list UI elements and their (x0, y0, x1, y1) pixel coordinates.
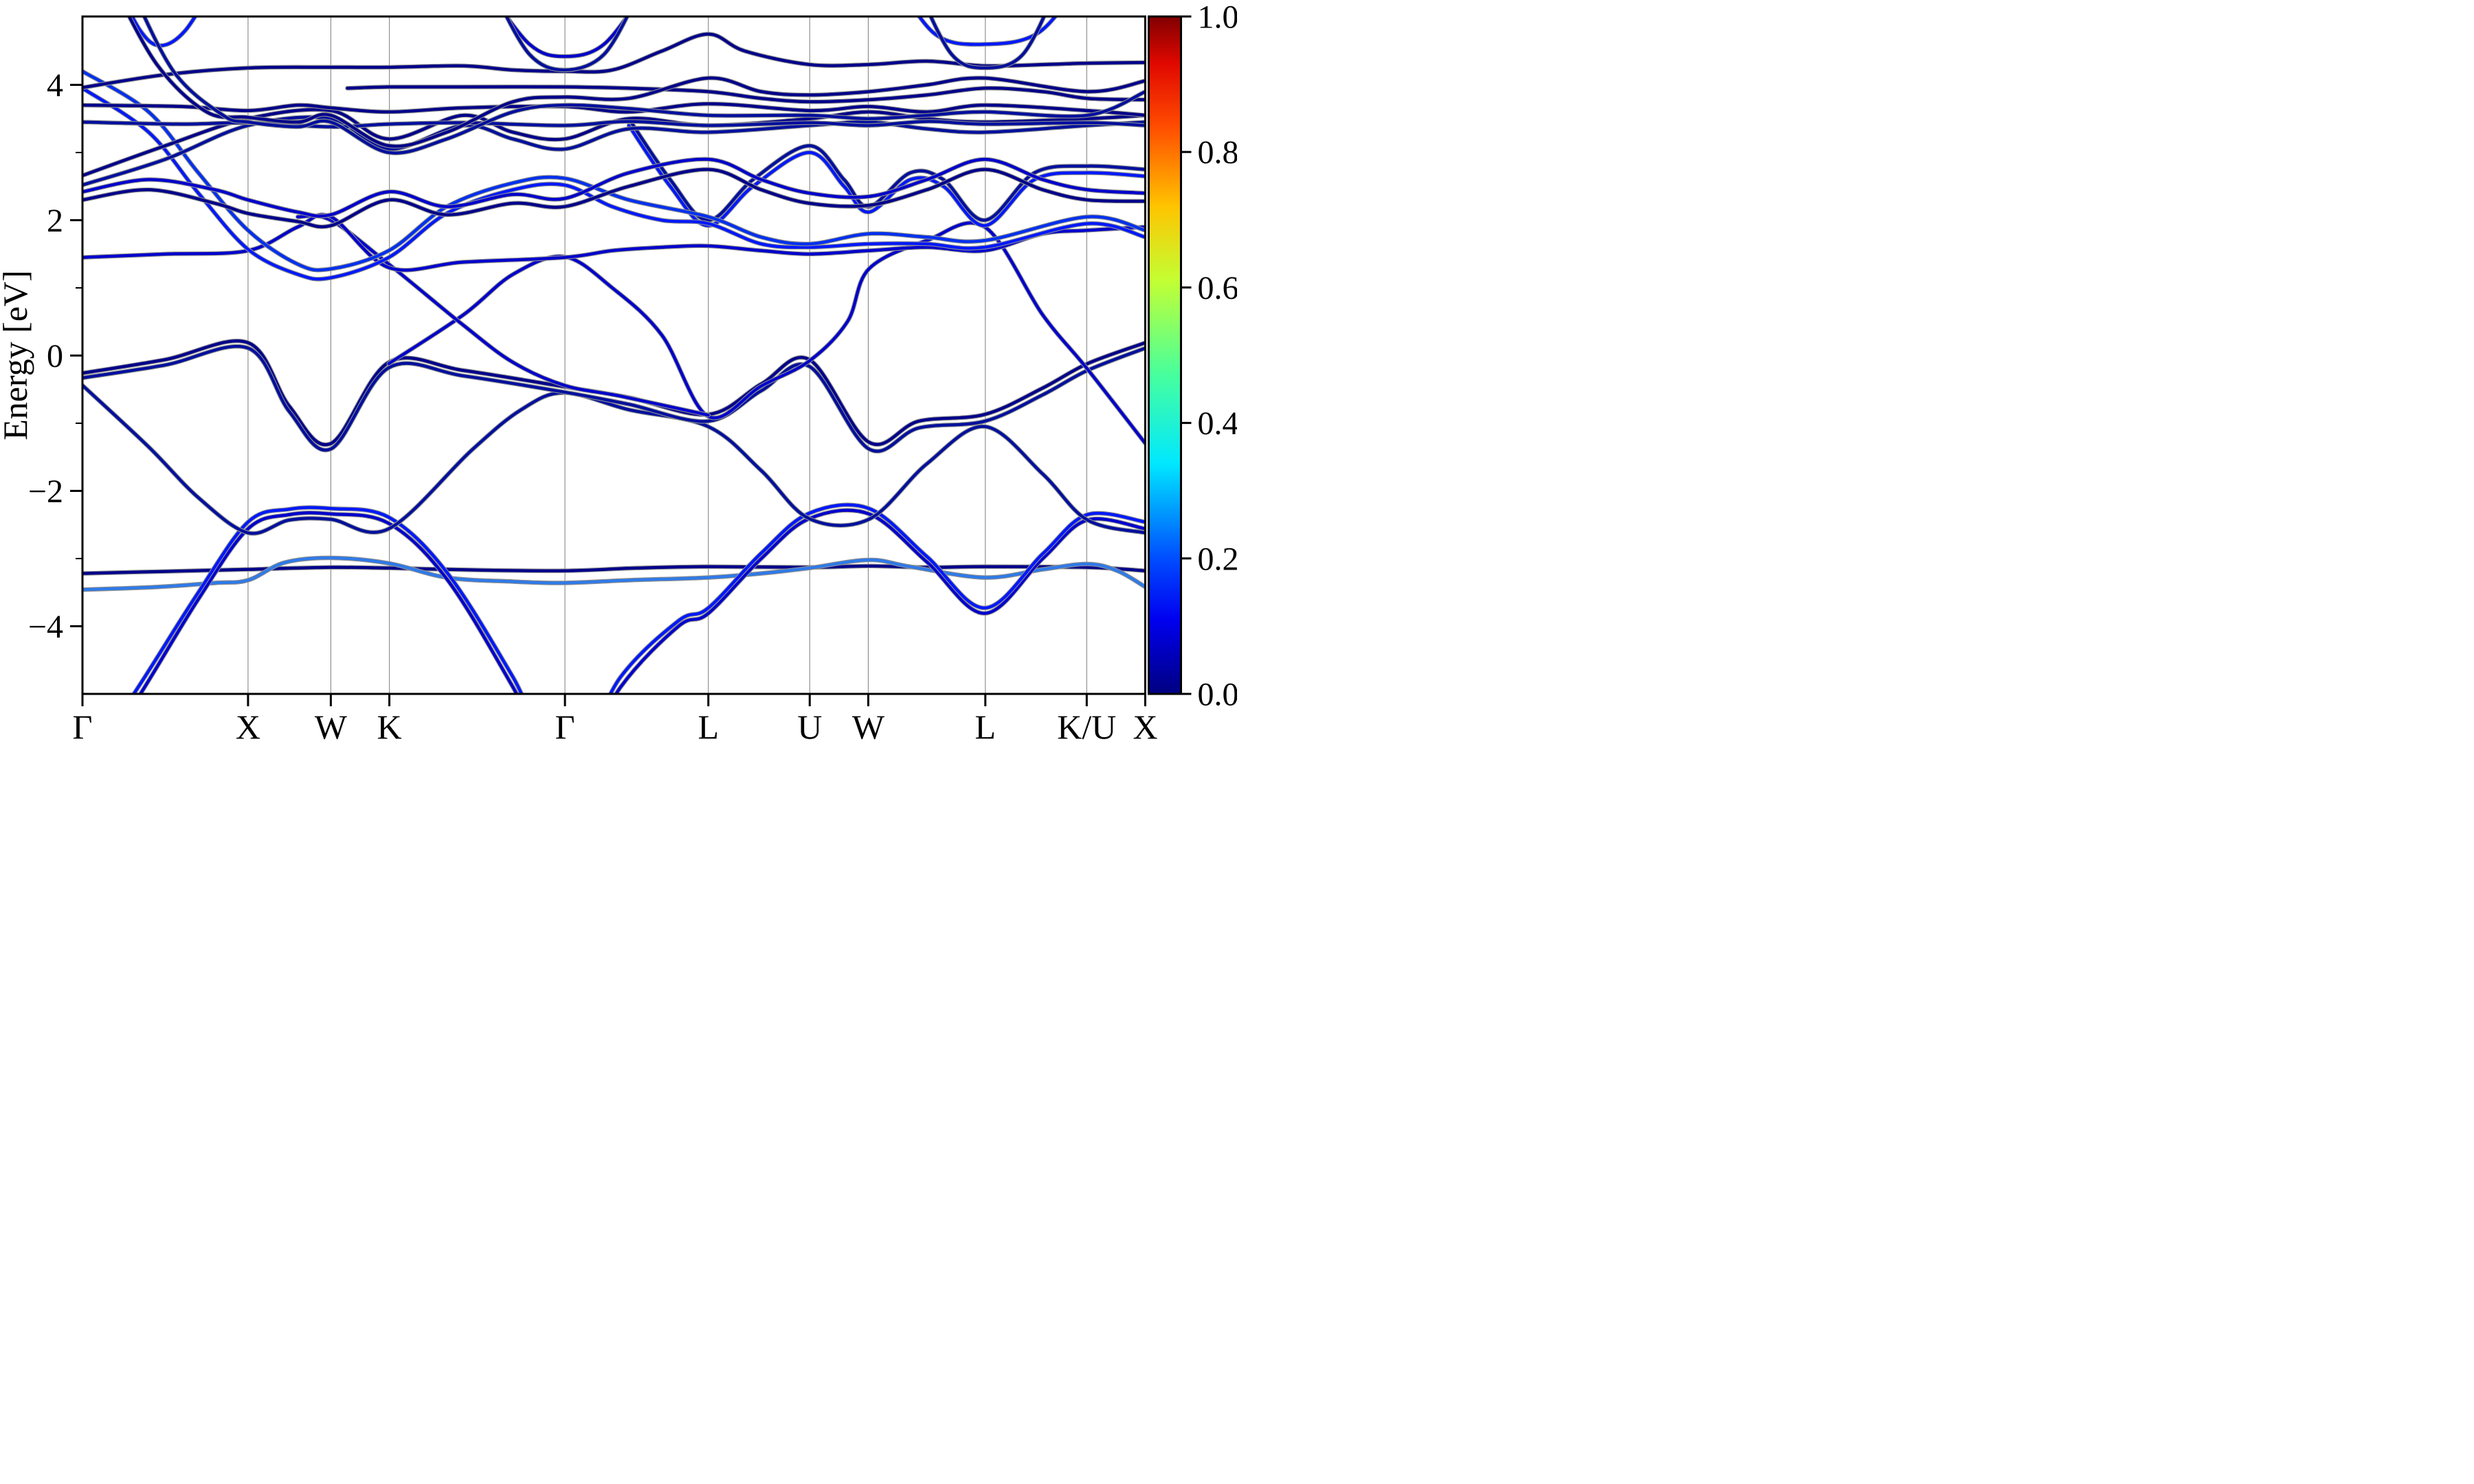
colorbar-gradient-rect (1148, 16, 1181, 694)
band-steep-upperleft-2 (142, 16, 1146, 155)
colorbar-tick-label-1: 0.2 (1198, 541, 1238, 577)
band-cluster-2 (82, 115, 1146, 187)
band-lowest-a (138, 508, 1146, 694)
band-deep-light-casing (82, 555, 1146, 592)
y-axis-title: Energy [eV] (0, 270, 34, 440)
band-lines (82, 16, 1146, 694)
colorbar-tick-label-4: 0.8 (1198, 135, 1238, 171)
colorbar-tick-label-0: 0.0 (1198, 677, 1238, 713)
band-lowest-b-casing (131, 502, 1146, 694)
y-tick-label--2: −2 (28, 473, 63, 510)
y-tick-label-0: 0 (47, 338, 63, 374)
x-tick-label-7: W (852, 708, 885, 742)
band-structure-chart: 420−2−4Γ X W K Γ L U W L K/U X Energy [eV] 0.00.20… (0, 0, 1237, 742)
x-tick-label-2: W (315, 708, 348, 742)
band-valence-mid-casing (82, 383, 1146, 536)
band-flat-1.45 (82, 213, 1146, 272)
x-tick-label-8: L (975, 708, 996, 742)
colorbar-tick-label-3: 0.6 (1198, 270, 1238, 306)
axis-ticks (70, 84, 1146, 706)
band-cross-ascending (387, 221, 1146, 445)
band-steep-upperleft-1 (127, 16, 1146, 148)
band-arc-L2 (929, 16, 1046, 70)
x-tick-label-6: U (797, 708, 822, 742)
band-cross-ascending-casing (386, 221, 1146, 446)
band-L-dip-a (627, 124, 1146, 227)
y-tick-label-2: 2 (47, 203, 63, 239)
band-gamma2-parabola-b (504, 16, 629, 71)
x-tick-label-10: X (1133, 708, 1157, 742)
band-L-dip-a-casing (626, 123, 1146, 228)
x-tick-label-0: Γ (73, 708, 93, 742)
x-tick-label-1: X (236, 708, 260, 742)
axis-tick-labels: 420−2−4Γ X W K Γ L U W L K/U X (28, 67, 1158, 742)
band-U-parabola-L2 (917, 16, 1058, 46)
band-lowest-a-casing (137, 508, 1146, 694)
band-heavy-hole-2-casing (82, 344, 1146, 454)
x-tick-label-3: K (377, 708, 402, 742)
band-deep-light (82, 556, 1146, 592)
x-tick-label-9: K/U (1057, 708, 1116, 742)
band-flat-3.97 (346, 85, 1146, 104)
colorbar-tick-label-5: 1.0 (1198, 0, 1238, 36)
band-valence-mid (82, 383, 1146, 535)
y-tick-label--4: −4 (28, 609, 63, 645)
band-cluster-3 (82, 157, 1146, 218)
band-lowest-b (132, 503, 1146, 694)
band-heavy-hole-2 (82, 344, 1146, 453)
band-steep-to-X-2 (82, 69, 1146, 272)
kpoint-gridlines (247, 16, 1087, 694)
x-tick-label-5: L (698, 708, 719, 742)
y-tick-label-4: 4 (47, 67, 63, 104)
x-tick-label-4: Γ (555, 708, 575, 742)
colorbar-tick-label-2: 0.4 (1198, 405, 1238, 442)
band-cluster-4 (82, 168, 1146, 229)
colorbar-border (1148, 15, 1182, 695)
band-structure-figure: 4 2 0 −2 −4 Γ X W K Γ L U W L K/U X Energy [eV] 0.0 0.2 0… (0, 0, 1237, 742)
colorbar: 0.0 0.2 0.4 0.6 0.8 1.0 (1148, 0, 1238, 713)
band-flat-3.7 (82, 102, 1146, 117)
